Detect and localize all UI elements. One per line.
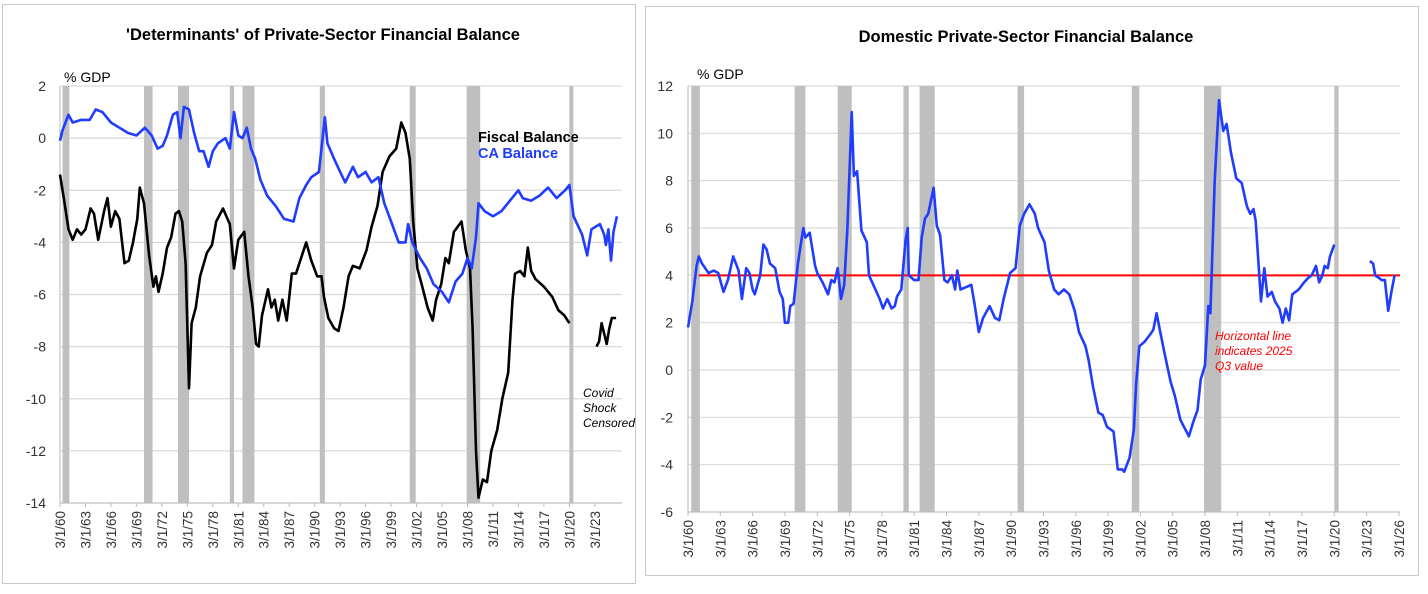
x-tick-label: 3/1/72 xyxy=(155,511,170,549)
x-tick-label: 3/1/02 xyxy=(410,511,425,549)
y-tick-label: -4 xyxy=(661,457,674,473)
x-tick-label: 3/1/87 xyxy=(972,520,987,558)
recession-band xyxy=(466,86,481,503)
recession-band xyxy=(569,86,574,503)
y-tick-label: 12 xyxy=(657,78,673,94)
chart-title: 'Determinants' of Private-Sector Financi… xyxy=(126,26,520,44)
y-tick-label: 6 xyxy=(665,220,673,236)
x-tick-label: 3/1/66 xyxy=(746,520,761,558)
x-tick-label: 3/1/60 xyxy=(681,520,696,558)
x-tick-label: 3/1/99 xyxy=(384,511,399,549)
x-tick-label: 3/1/99 xyxy=(1101,520,1116,558)
y-tick-label: 10 xyxy=(657,125,673,141)
annotation-text: Q3 value xyxy=(1215,359,1263,373)
y-tick-label: 4 xyxy=(665,267,673,283)
series-line-ca-balance xyxy=(58,105,619,304)
y-tick-label: -2 xyxy=(661,409,674,425)
x-tick-label: 3/1/63 xyxy=(78,511,93,549)
x-tick-label: 3/1/69 xyxy=(778,520,793,558)
y-tick-label: -6 xyxy=(34,287,47,303)
y-tick-label: 8 xyxy=(665,173,673,189)
x-tick-label: 3/1/72 xyxy=(810,520,825,558)
annotation-text: indicates 2025 xyxy=(1215,344,1293,358)
y-tick-label: 0 xyxy=(38,130,46,146)
y-tick-label: -10 xyxy=(26,391,46,407)
recession-band xyxy=(1203,86,1222,512)
legend-entry: Fiscal Balance xyxy=(478,130,579,146)
x-tick-label: 3/1/87 xyxy=(282,511,297,549)
x-tick-label: 3/1/96 xyxy=(1069,520,1084,558)
annotation-text: Shock xyxy=(583,401,617,415)
recession-band xyxy=(919,86,935,512)
series-line-domestic-private-sector-financial-balance xyxy=(686,98,1396,474)
y-tick-label: -12 xyxy=(26,443,46,459)
x-tick-label: 3/1/63 xyxy=(713,520,728,558)
right-chart-panel xyxy=(645,6,1419,576)
x-tick-label: 3/1/14 xyxy=(511,511,526,549)
recession-band xyxy=(242,86,255,503)
x-tick-label: 3/1/66 xyxy=(104,511,119,549)
y-tick-label: 2 xyxy=(38,78,46,94)
y-tick-label: -8 xyxy=(34,339,47,355)
chart-title: Domestic Private-Sector Financial Balanc… xyxy=(859,28,1194,46)
x-tick-label: 3/1/23 xyxy=(588,511,603,549)
recession-band xyxy=(229,86,235,503)
x-tick-label: 3/1/93 xyxy=(333,511,348,549)
y-tick-label: -14 xyxy=(26,495,46,511)
x-tick-label: 3/1/05 xyxy=(1166,520,1181,558)
y-tick-label: -6 xyxy=(661,504,674,520)
x-tick-label: 3/1/90 xyxy=(1004,520,1019,558)
x-tick-label: 3/1/14 xyxy=(1263,520,1278,558)
x-tick-label: 3/1/20 xyxy=(1327,520,1342,558)
x-tick-label: 3/1/26 xyxy=(1392,520,1407,558)
x-tick-label: 3/1/17 xyxy=(1295,520,1310,558)
x-tick-label: 3/1/78 xyxy=(875,520,890,558)
x-tick-label: 3/1/02 xyxy=(1133,520,1148,558)
x-tick-label: 3/1/90 xyxy=(308,511,323,549)
x-tick-label: 3/1/60 xyxy=(53,511,68,549)
x-tick-label: 3/1/96 xyxy=(359,511,374,549)
x-tick-label: 3/1/75 xyxy=(843,520,858,558)
legend-entry: CA Balance xyxy=(478,146,558,162)
recession-band xyxy=(1131,86,1140,512)
recession-band xyxy=(62,86,70,503)
x-tick-label: 3/1/08 xyxy=(460,511,475,549)
recession-band xyxy=(409,86,416,503)
y-tick-label: 0 xyxy=(665,362,673,378)
y-tick-label: 2 xyxy=(665,315,673,331)
recession-band xyxy=(319,86,325,503)
x-tick-label: 3/1/08 xyxy=(1198,520,1213,558)
x-tick-label: 3/1/75 xyxy=(180,511,195,549)
x-tick-label: 3/1/81 xyxy=(907,520,922,558)
annotation-text: Covid xyxy=(583,386,614,400)
x-tick-label: 3/1/05 xyxy=(435,511,450,549)
x-tick-label: 3/1/84 xyxy=(940,520,955,558)
x-tick-label: 3/1/93 xyxy=(1036,520,1051,558)
recession-band xyxy=(178,86,190,503)
x-tick-label: 3/1/20 xyxy=(562,511,577,549)
recession-band xyxy=(1017,86,1025,512)
x-tick-label: 3/1/69 xyxy=(129,511,144,549)
x-tick-label: 3/1/81 xyxy=(231,511,246,549)
y-axis-unit-label: % GDP xyxy=(64,69,111,85)
recession-band xyxy=(903,86,909,512)
annotation-text: Censored xyxy=(583,416,635,430)
x-tick-label: 3/1/78 xyxy=(206,511,221,549)
recession-band xyxy=(794,86,806,512)
x-tick-label: 3/1/11 xyxy=(1230,520,1245,557)
x-tick-label: 3/1/17 xyxy=(537,511,552,549)
y-tick-label: -4 xyxy=(34,234,47,250)
x-tick-label: 3/1/11 xyxy=(486,511,501,548)
x-tick-label: 3/1/84 xyxy=(257,511,272,549)
x-tick-label: 3/1/23 xyxy=(1360,520,1375,558)
recession-band xyxy=(691,86,700,512)
y-axis-unit-label: % GDP xyxy=(697,66,744,82)
recession-band xyxy=(144,86,153,503)
series-line-fiscal-balance xyxy=(58,121,617,500)
y-tick-label: -2 xyxy=(34,182,47,198)
annotation-text: Horizontal line xyxy=(1215,329,1291,343)
recession-band xyxy=(1334,86,1339,512)
